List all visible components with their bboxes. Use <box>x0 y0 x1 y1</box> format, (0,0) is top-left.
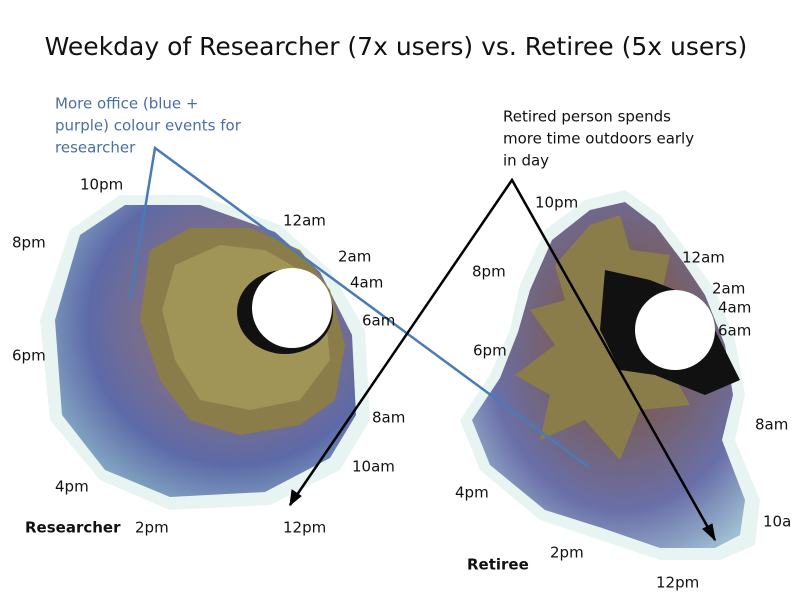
retiree-visual <box>460 190 760 560</box>
time-label: 8am <box>755 416 788 434</box>
time-label: 10pm <box>535 194 578 212</box>
title: Weekday of Researcher (7x users) vs. Ret… <box>45 32 748 61</box>
time-label: 4am <box>718 299 751 317</box>
arrowhead <box>289 489 302 507</box>
annotation-line: Retired person spends <box>503 108 671 126</box>
time-label: 2am <box>712 280 745 298</box>
time-label: 6am <box>362 312 395 330</box>
time-label: 2pm <box>135 519 169 537</box>
annotation-line: purple) colour events for <box>55 117 242 135</box>
arrowhead <box>702 523 716 542</box>
time-label: 12pm <box>283 519 326 537</box>
time-label: 6pm <box>12 347 46 365</box>
time-label: 8pm <box>12 234 46 252</box>
time-label: 8am <box>372 409 405 427</box>
researcher-visual <box>40 195 370 510</box>
group-name: Retiree <box>467 556 529 574</box>
annotation-line: More office (blue + <box>55 95 199 113</box>
annotation-line: more time outdoors early <box>503 130 694 148</box>
blue-pointer <box>128 145 591 470</box>
time-label: 2am <box>338 248 371 266</box>
time-label: 2pm <box>550 544 584 562</box>
time-label: 10am <box>352 458 395 476</box>
time-label: 4pm <box>455 484 489 502</box>
time-label: 12am <box>682 249 725 267</box>
labels: More office (blue + purple) colour events… <box>12 95 791 592</box>
annotation-line: in day <box>503 152 549 170</box>
time-label: 4pm <box>55 478 89 496</box>
time-label: 12pm <box>656 574 699 592</box>
time-label: 4am <box>350 274 383 292</box>
annotation-line: researcher <box>55 139 136 157</box>
time-label: 6pm <box>473 342 507 360</box>
time-label: 10a <box>763 513 791 531</box>
annotation-lines <box>128 145 717 542</box>
time-label: 10pm <box>80 176 123 194</box>
time-label: 8pm <box>472 263 506 281</box>
time-label: 12am <box>283 212 326 230</box>
black-pointer <box>288 177 717 541</box>
time-label: 6am <box>718 322 751 340</box>
group-name: Researcher <box>25 519 121 537</box>
